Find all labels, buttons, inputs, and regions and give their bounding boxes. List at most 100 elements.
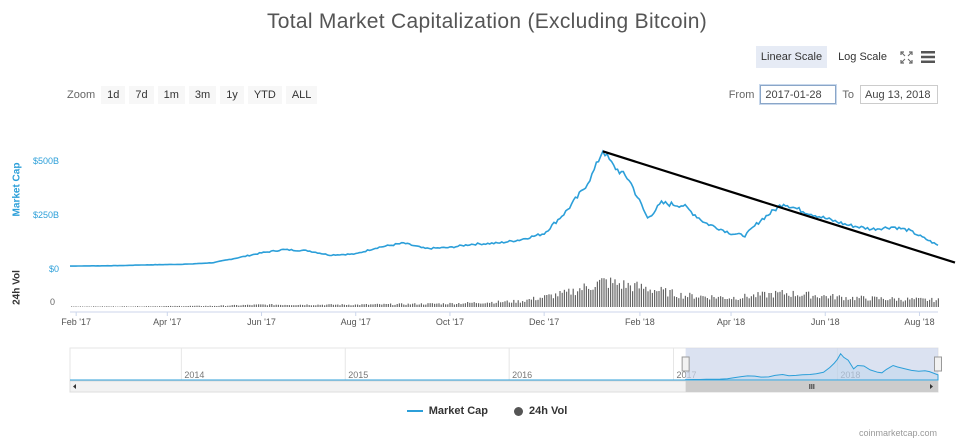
zoom-ytd-button[interactable]: YTD	[247, 86, 282, 104]
volume-bar	[339, 305, 341, 307]
vol-tick-label: 0	[50, 297, 55, 307]
volume-bar	[420, 303, 422, 307]
volume-bar	[654, 290, 656, 307]
zoom-1y-button[interactable]: 1y	[220, 86, 244, 104]
volume-bar	[700, 295, 702, 307]
scrollbar-grip-icon	[809, 384, 815, 389]
volume-bar	[372, 304, 374, 307]
scroll-left-icon[interactable]	[73, 384, 76, 389]
volume-bar	[544, 295, 546, 307]
volume-bar	[814, 295, 816, 307]
volume-bar	[601, 278, 603, 307]
volume-bar	[821, 296, 823, 307]
linear-scale-button[interactable]: Linear Scale	[755, 46, 828, 68]
volume-bar	[887, 300, 889, 307]
volume-bar	[324, 305, 326, 307]
zoom-1d-button[interactable]: 1d	[101, 86, 126, 104]
volume-bar	[108, 306, 110, 307]
volume-bar	[841, 296, 843, 307]
zoom-7d-button[interactable]: 7d	[129, 86, 154, 104]
volume-bar	[436, 303, 438, 307]
volume-bar	[797, 295, 799, 307]
volume-bar	[810, 298, 812, 307]
scroll-right-icon[interactable]	[930, 384, 933, 389]
volume-bar	[583, 283, 585, 307]
volume-bar	[524, 301, 526, 307]
volume-bar	[557, 296, 559, 307]
volume-bar	[539, 297, 541, 307]
volume-bar	[308, 305, 310, 307]
volume-bar	[852, 296, 854, 307]
volume-bar	[394, 304, 396, 307]
volume-bar	[315, 305, 317, 307]
navigator-year-label: 2016	[512, 370, 532, 380]
volume-bar	[449, 302, 451, 307]
volume-bar	[330, 304, 332, 307]
legend: Market Cap 24h Vol	[0, 405, 974, 417]
volume-bar	[746, 296, 748, 307]
volume-bar	[801, 295, 803, 307]
legend-24h-vol[interactable]: 24h Vol	[513, 405, 567, 417]
volume-bar	[293, 305, 295, 307]
volume-bar	[438, 303, 440, 307]
volume-bar	[902, 301, 904, 307]
volume-bar	[343, 304, 345, 307]
volume-bar	[431, 303, 433, 307]
volume-bar	[453, 304, 455, 307]
volume-bar	[251, 305, 253, 307]
volume-bar	[148, 306, 150, 307]
fullscreen-icon[interactable]	[898, 49, 914, 65]
volume-bar	[306, 304, 308, 307]
navigator-handle-left[interactable]	[681, 356, 690, 372]
zoom-3m-button[interactable]: 3m	[188, 86, 217, 104]
volume-bar	[284, 304, 286, 307]
volume-bar	[405, 304, 407, 307]
volume-bar	[497, 300, 499, 307]
volume-bar	[101, 306, 103, 307]
volume-bar	[720, 296, 722, 307]
x-tick-label: Apr '18	[717, 317, 745, 327]
volume-bar	[588, 288, 590, 307]
volume-bar	[704, 296, 706, 307]
volume-bar	[825, 296, 827, 307]
y-tick-label: $250B	[33, 210, 59, 220]
volume-bar	[847, 299, 849, 307]
volume-bar	[495, 302, 497, 307]
volume-bar	[750, 296, 752, 307]
x-tick-label: Jun '17	[247, 317, 276, 327]
volume-bar	[924, 298, 926, 307]
volume-bar	[891, 297, 893, 307]
volume-bar	[915, 297, 917, 307]
volume-bar	[222, 305, 224, 307]
volume-bar	[614, 279, 616, 307]
volume-bar	[506, 300, 508, 307]
to-date-input[interactable]	[860, 85, 938, 104]
legend-dot-swatch	[513, 406, 523, 416]
navigator-handle-right[interactable]	[934, 356, 942, 372]
log-scale-button[interactable]: Log Scale	[838, 51, 887, 63]
volume-bar	[744, 293, 746, 307]
volume-bar	[698, 297, 700, 307]
volume-bar	[768, 293, 770, 307]
volume-bar	[398, 303, 400, 307]
volume-bar	[462, 303, 464, 307]
volume-bar	[735, 299, 737, 307]
zoom-all-button[interactable]: ALL	[285, 86, 318, 104]
volume-bar	[865, 298, 867, 307]
x-tick-label: Feb '18	[625, 317, 655, 327]
legend-market-cap[interactable]: Market Cap	[406, 405, 488, 417]
from-date-input[interactable]	[760, 85, 837, 104]
volume-bar	[427, 303, 429, 307]
volume-bar	[262, 304, 264, 307]
credits-link[interactable]: coinmarketcap.com	[858, 428, 937, 438]
volume-bar	[662, 289, 664, 307]
volume-bar	[909, 299, 911, 307]
volume-bar	[260, 304, 262, 307]
volume-bar	[79, 306, 81, 307]
menu-icon[interactable]	[920, 49, 936, 65]
volume-bar	[187, 306, 189, 307]
volume-bar	[898, 297, 900, 307]
legend-market-cap-label: Market Cap	[428, 405, 488, 417]
navigator-selection[interactable]	[685, 348, 938, 381]
zoom-1m-button[interactable]: 1m	[157, 86, 185, 104]
